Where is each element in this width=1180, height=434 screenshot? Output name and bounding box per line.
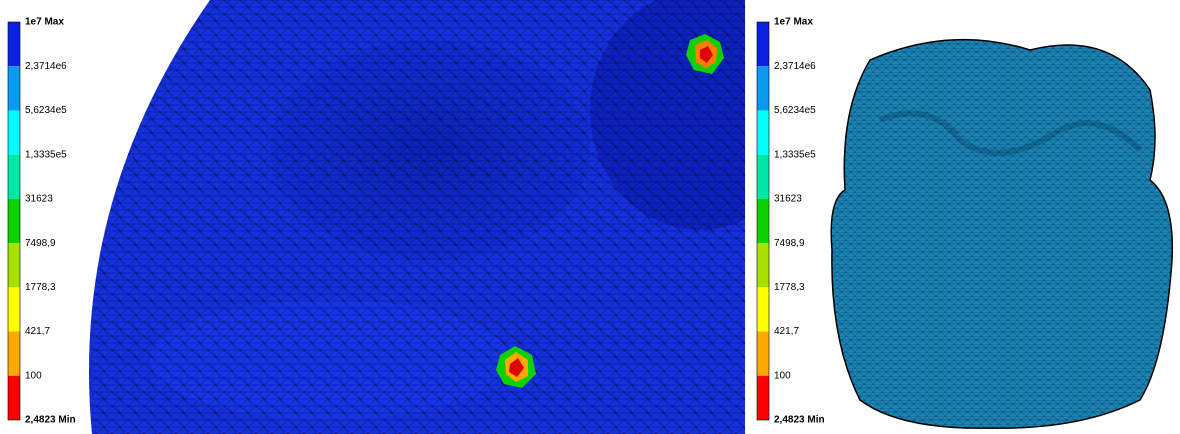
legend-label: 2,4823 Min [25, 415, 76, 426]
legend-label: 7498,9 [774, 238, 805, 249]
legend-swatch [8, 287, 20, 331]
legend-swatch [8, 66, 20, 110]
legend-label: 1e7 Max [25, 17, 64, 28]
legend-swatch [757, 66, 769, 110]
legend-label: 100 [25, 370, 42, 381]
legend-label: 7498,9 [25, 238, 56, 249]
legend-swatch [8, 376, 20, 420]
legend-label: 421,7 [25, 326, 50, 337]
legend-swatch [757, 376, 769, 420]
legend-swatch [757, 155, 769, 199]
legend-swatch [8, 155, 20, 199]
legend-swatch [757, 199, 769, 243]
mesh-view-zoom [80, 0, 810, 434]
legend-label: 2,4823 Min [774, 415, 825, 426]
legend-swatch [757, 22, 769, 66]
legend-swatch [8, 243, 20, 287]
legend-swatch [8, 110, 20, 154]
legend-label: 31623 [25, 194, 53, 205]
legend: 1e7 Max 2,3714e6 5,6234e5 1,3335e5 31623 7498… [757, 17, 825, 426]
legend-label: 1e7 Max [774, 17, 813, 28]
legend-swatch [8, 332, 20, 376]
legend-swatch [757, 332, 769, 376]
legend-label: 2,3714e6 [25, 61, 67, 72]
mesh-view-tooth [831, 40, 1172, 429]
result-view: 1e7 Max 2,3714e6 5,6234e5 1,3335e5 31623 7498… [0, 0, 1180, 434]
legend-swatch [8, 22, 20, 66]
legend-label: 1778,3 [774, 282, 805, 293]
legend-swatch [757, 110, 769, 154]
legend-label: 100 [774, 370, 791, 381]
legend-label: 1,3335e5 [25, 149, 67, 160]
legend-swatch [8, 199, 20, 243]
legend-swatch [757, 287, 769, 331]
legend-label: 421,7 [774, 326, 799, 337]
legend-label: 5,6234e5 [25, 105, 67, 116]
legend-label: 5,6234e5 [774, 105, 816, 116]
legend: 1e7 Max 2,3714e6 5,6234e5 1,3335e5 31623 7498… [8, 17, 76, 426]
legend-label: 1778,3 [25, 282, 56, 293]
legend-swatch [757, 243, 769, 287]
legend-label: 31623 [774, 194, 802, 205]
legend-label: 1,3335e5 [774, 149, 816, 160]
legend-label: 2,3714e6 [774, 61, 816, 72]
